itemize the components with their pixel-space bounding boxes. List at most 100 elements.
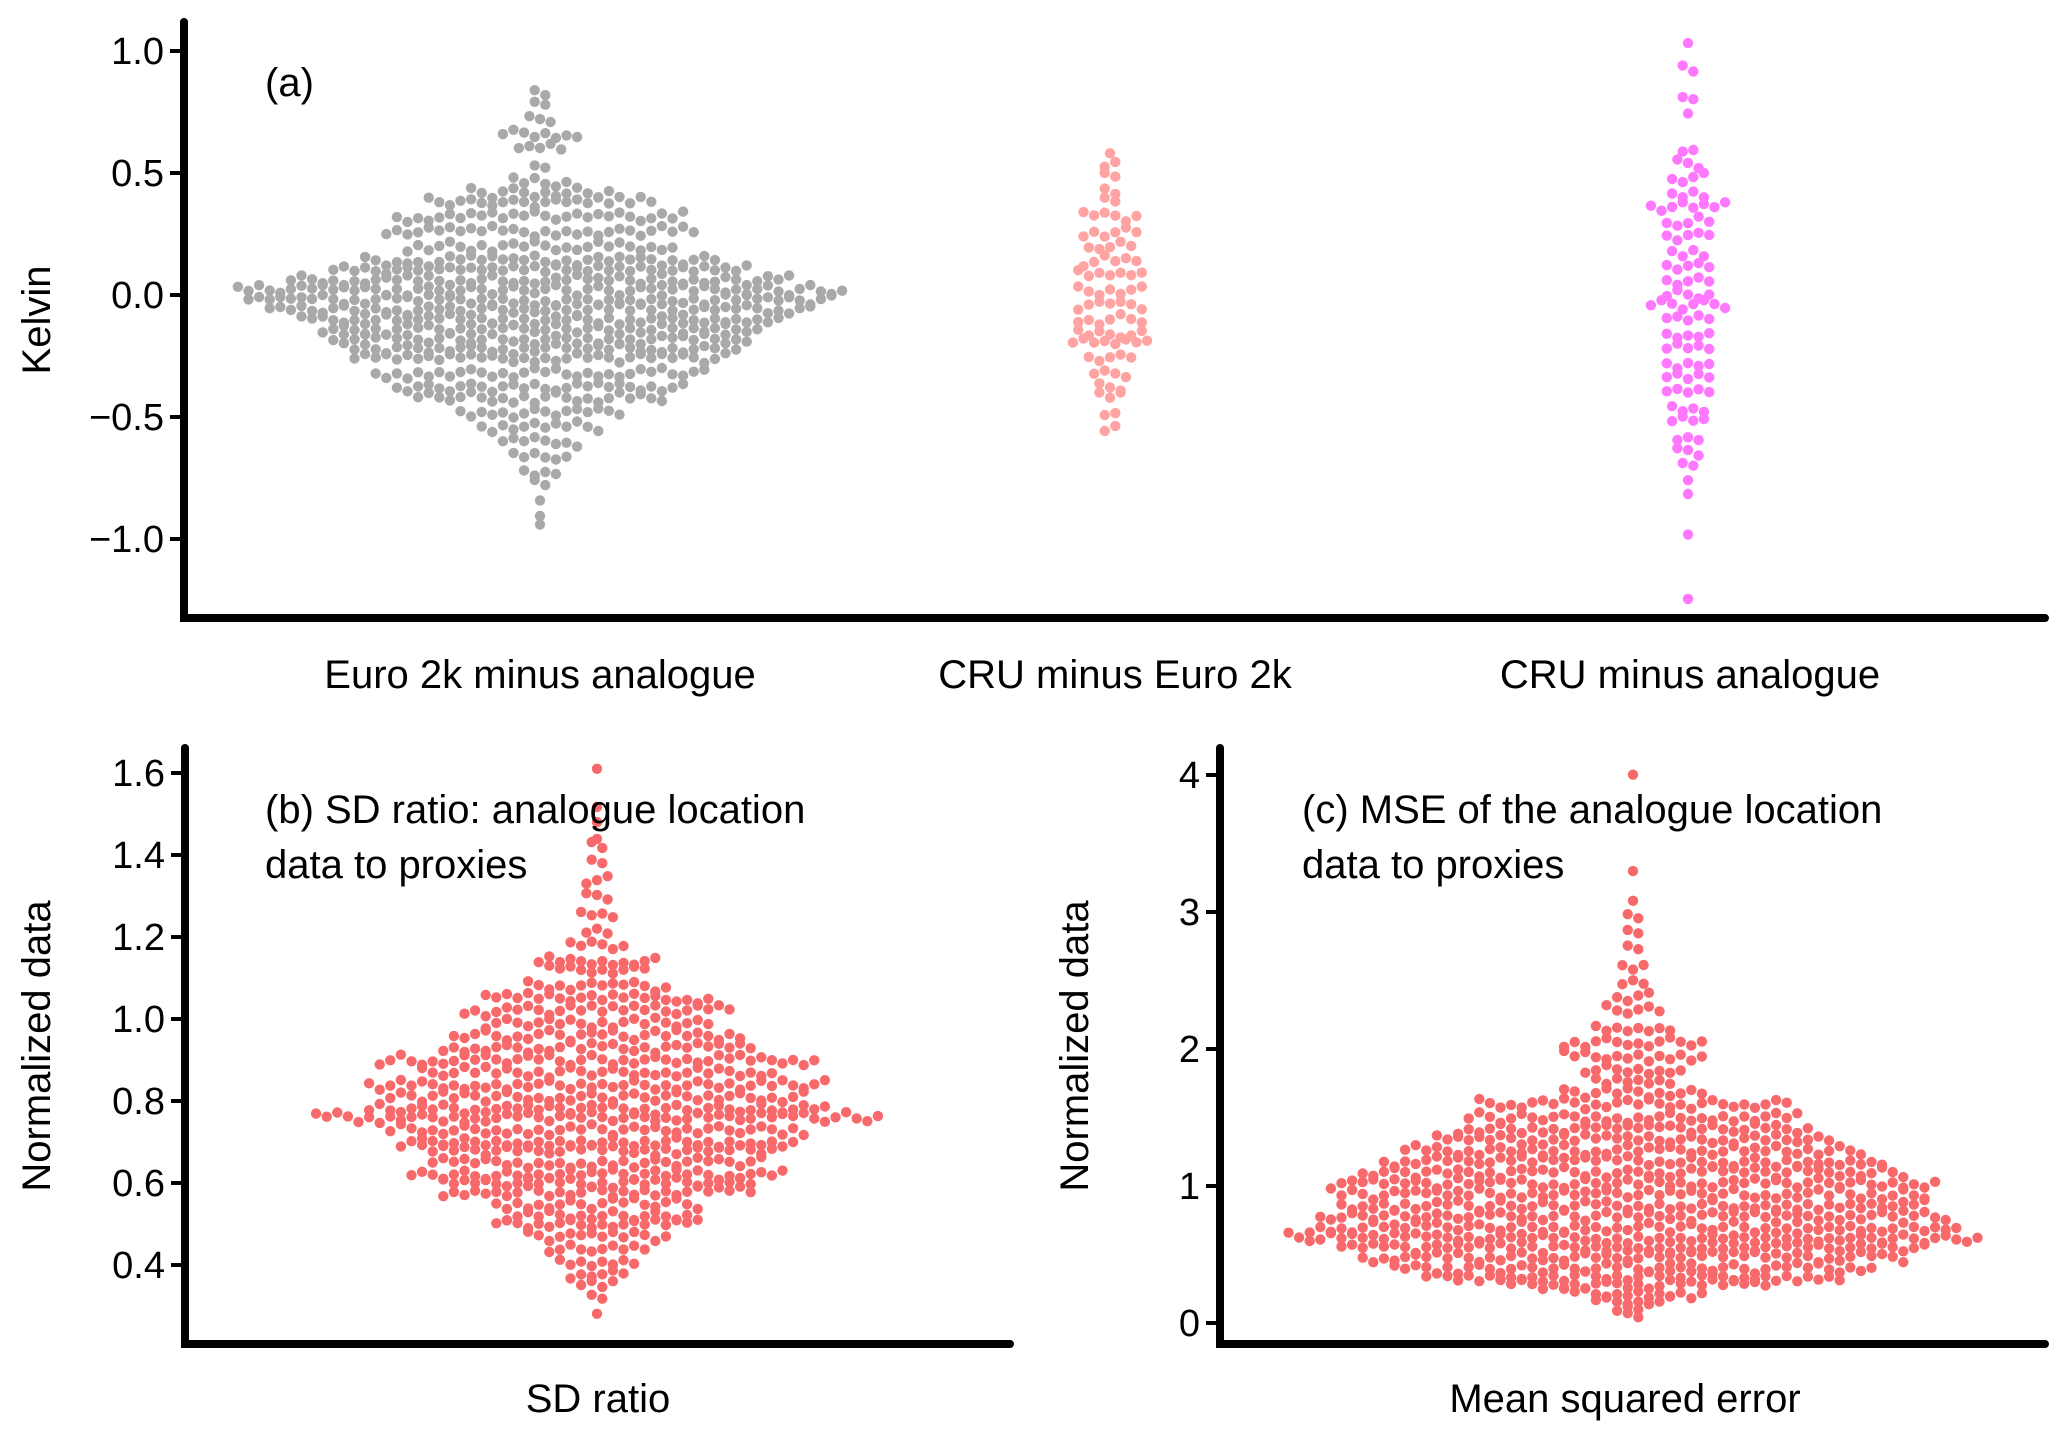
data-point (1580, 1225, 1591, 1236)
data-point (1104, 148, 1116, 159)
data-point (745, 1055, 756, 1066)
data-point (508, 447, 519, 459)
data-point (603, 226, 615, 238)
data-point (533, 1157, 544, 1169)
data-point (508, 397, 519, 408)
data-point (556, 144, 567, 155)
data-point (1558, 1129, 1570, 1141)
data-point (809, 1079, 820, 1090)
data-point (561, 353, 572, 364)
data-point (635, 364, 646, 375)
data-point (1378, 1198, 1390, 1209)
data-point (469, 1054, 481, 1065)
data-point (1770, 1175, 1782, 1186)
data-point (1802, 1233, 1814, 1245)
data-point (1590, 1052, 1602, 1063)
data-point (1421, 1271, 1432, 1282)
data-point (455, 366, 466, 378)
data-point (412, 353, 424, 364)
data-point (586, 1000, 597, 1011)
data-point (544, 1173, 555, 1184)
data-point (554, 963, 566, 974)
data-point (497, 186, 509, 197)
data-point (1136, 317, 1148, 328)
data-point (487, 371, 498, 382)
data-point (1131, 210, 1142, 222)
data-point (1601, 1033, 1612, 1044)
data-point (1516, 1127, 1527, 1139)
data-point (628, 1088, 640, 1099)
data-point (656, 362, 668, 374)
data-point (455, 323, 466, 334)
data-point (1421, 1187, 1432, 1199)
data-point (724, 1053, 735, 1064)
data-point (508, 336, 519, 347)
data-point (1717, 1279, 1729, 1291)
data-point (540, 187, 551, 198)
data-point (476, 283, 487, 295)
data-point (1898, 1246, 1909, 1257)
data-point (508, 253, 519, 264)
data-point (1516, 1192, 1527, 1203)
data-point (1099, 425, 1110, 437)
data-point (1661, 275, 1673, 286)
data-point (1682, 343, 1694, 354)
data-point (624, 334, 636, 345)
data-point (465, 364, 477, 375)
data-point (550, 214, 562, 225)
data-point (540, 240, 551, 251)
data-point (529, 339, 540, 350)
data-point (671, 1172, 682, 1183)
data-point (681, 1199, 693, 1210)
data-point (1601, 1000, 1612, 1011)
data-point (1834, 1141, 1845, 1152)
data-point (533, 979, 544, 991)
data-point (545, 138, 556, 149)
data-point (1505, 1222, 1517, 1233)
data-point (565, 1141, 576, 1152)
data-point (1136, 281, 1148, 292)
data-point (423, 301, 434, 312)
data-point (1643, 1119, 1655, 1131)
data-point (1548, 1200, 1559, 1211)
data-point (455, 264, 466, 275)
data-point (1677, 176, 1688, 188)
data-point (544, 1221, 555, 1233)
data-point (1368, 1194, 1379, 1205)
data-point (1115, 288, 1126, 300)
data-point (1590, 1252, 1602, 1263)
data-point (1672, 284, 1683, 296)
data-point (614, 251, 625, 262)
data-point (699, 328, 710, 340)
data-point (809, 1104, 820, 1115)
data-point (591, 889, 603, 901)
data-point (1749, 1152, 1761, 1163)
data-point (1617, 979, 1628, 990)
data-point (1558, 1205, 1570, 1216)
data-point (603, 211, 615, 222)
data-point (1580, 1120, 1591, 1131)
data-point (1728, 1216, 1739, 1227)
data-point (1802, 1177, 1814, 1188)
data-point (533, 1017, 544, 1028)
data-point (688, 274, 699, 285)
data-point (444, 251, 456, 262)
data-point (777, 1165, 788, 1176)
data-point (540, 334, 551, 345)
data-point (1664, 1107, 1676, 1119)
data-point (607, 1081, 619, 1093)
data-point (628, 1240, 640, 1251)
data-point (1717, 1251, 1729, 1263)
data-point (1845, 1220, 1856, 1232)
data-point (359, 298, 371, 309)
data-point (423, 379, 434, 390)
data-point (540, 226, 551, 237)
data-point (624, 305, 636, 316)
data-point (1672, 264, 1683, 275)
data-point (603, 265, 615, 276)
data-point (1654, 1156, 1665, 1167)
data-point (1399, 1166, 1411, 1178)
data-point (752, 293, 763, 304)
panel-c-points (1283, 769, 1983, 1323)
data-point (1951, 1234, 1962, 1245)
